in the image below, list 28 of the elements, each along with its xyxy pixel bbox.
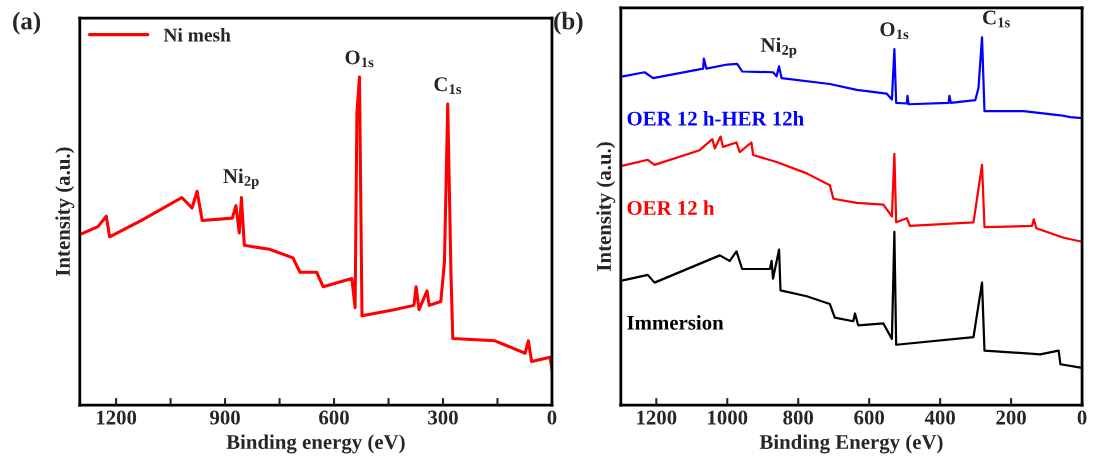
annotation: Ni$_{2p}$ <box>760 37 797 58</box>
series-label: Immersion <box>627 315 724 330</box>
x-tick-label: 300 <box>428 410 458 425</box>
annotation: C$_{1s}$ <box>434 77 462 95</box>
annotation: O$_{1s}$ <box>880 22 909 40</box>
chart-title: (b) <box>554 11 583 35</box>
chart-title: (a) <box>13 11 41 35</box>
x-tick-label: 0 <box>547 410 557 425</box>
series-label: OER 12 h <box>627 200 715 215</box>
y-axis-title: Intensity (a.u.) <box>55 147 75 276</box>
x-tick-label: 400 <box>924 410 955 425</box>
y-axis-title: Intensity (a.u.) <box>596 142 616 271</box>
x-tick-label: 200 <box>996 410 1026 425</box>
x-axis-title: Binding Energy (eV) <box>759 434 943 454</box>
x-axis-title: Binding energy (eV) <box>226 434 405 454</box>
x-tick-label: 800 <box>783 410 814 425</box>
x-tick-label: 1000 <box>708 410 748 425</box>
x-tick-label: 600 <box>854 410 885 425</box>
x-tick-label: 1200 <box>96 410 137 425</box>
x-tick-label: 0 <box>1077 410 1087 425</box>
x-tick-label: 600 <box>319 410 349 425</box>
annotation: O$_{1s}$ <box>345 50 374 68</box>
x-tick-label: 900 <box>210 410 240 425</box>
x-tick-label: 1200 <box>637 410 677 425</box>
annotation: Ni$_{2p}$ <box>223 168 259 189</box>
annotation: C$_{1s}$ <box>983 10 1010 28</box>
series-label: OER 12 h-HER 12h <box>627 110 804 126</box>
legend-label: Ni mesh <box>163 27 231 42</box>
